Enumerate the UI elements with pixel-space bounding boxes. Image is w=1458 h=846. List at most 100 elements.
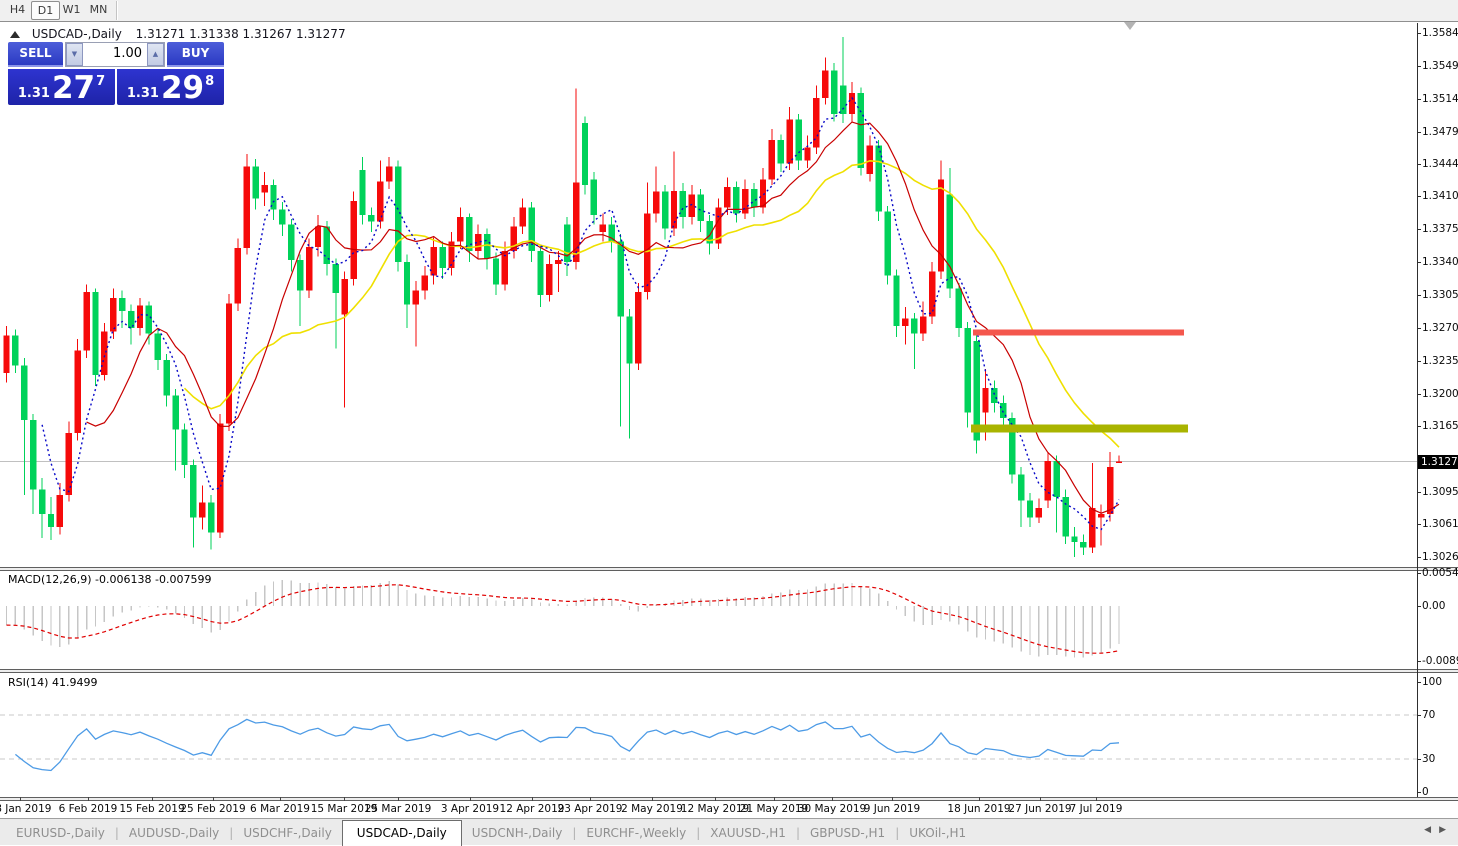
- volume-spinner: ▼ 1.00 ▲: [65, 42, 165, 67]
- price-tick-label-tick: [1417, 394, 1421, 395]
- chart-tab-usdcnh-daily[interactable]: USDCNH-,Daily: [471, 825, 563, 840]
- sell-price-display[interactable]: 1.31 27 7: [8, 69, 115, 105]
- chart-tab-gbpusd-h1[interactable]: GBPUSD-,H1: [809, 825, 886, 840]
- chart-tab-xauusd-h1[interactable]: XAUUSD-,H1: [710, 825, 786, 840]
- rsi-tick-label-tick: [1417, 759, 1421, 760]
- date-tick: [715, 797, 716, 801]
- date-tick-label: 12 May 2019: [680, 803, 750, 815]
- price-tick-label-tick: [1417, 33, 1421, 34]
- one-click-trading-panel: SELL ▼ 1.00 ▲ BUY 1.31 27 7 1.31 29 8: [8, 42, 224, 105]
- buy-price-point: 8: [205, 74, 215, 89]
- timeframe-button-w1[interactable]: W1: [62, 3, 81, 16]
- price-tick-label-tick: [1417, 524, 1421, 525]
- date-tick-label: 6 Feb 2019: [58, 803, 118, 815]
- buy-price-base: 1.31: [126, 86, 159, 101]
- buy-price-pips: 29: [160, 70, 205, 106]
- chart-tab-usdchf-daily[interactable]: USDCHF-,Daily: [243, 825, 332, 840]
- date-tick-label: 6 Mar 2019: [250, 803, 310, 815]
- main-price-chart[interactable]: [0, 23, 1418, 567]
- date-tick: [590, 797, 591, 801]
- tab-separator: |: [114, 825, 119, 840]
- sell-price-point: 7: [96, 74, 106, 89]
- date-tick-label: 21 May 2019: [739, 803, 809, 815]
- chart-title: USDCAD-,Daily 1.31271 1.31338 1.31267 1.…: [10, 27, 346, 41]
- rsi-panel-chart[interactable]: [0, 673, 1418, 797]
- rsi-splitter[interactable]: [0, 669, 1458, 673]
- price-tick-label: 1.34440: [1422, 158, 1458, 170]
- buy-button[interactable]: BUY: [167, 42, 224, 67]
- collapse-triangle-icon[interactable]: [10, 31, 20, 38]
- date-tick: [344, 797, 345, 801]
- macd-tick-label-tick: [1417, 606, 1421, 607]
- timeframe-button-mn[interactable]: MN: [89, 3, 108, 16]
- price-tick-label-tick: [1417, 557, 1421, 558]
- axis-splitter: [0, 797, 1458, 801]
- macd-panel-chart[interactable]: [0, 571, 1418, 669]
- date-tick: [532, 797, 533, 801]
- timeframe-button-h4[interactable]: H4: [9, 3, 26, 16]
- date-tick: [213, 797, 214, 801]
- date-tick: [1096, 797, 1097, 801]
- macd-tick-label: 0.005484: [1422, 567, 1458, 579]
- date-tick: [88, 797, 89, 801]
- sell-button[interactable]: SELL: [8, 42, 63, 67]
- date-tick: [832, 797, 833, 801]
- price-tick-label: 1.30950: [1422, 486, 1458, 498]
- buy-price-display[interactable]: 1.31 29 8: [117, 69, 224, 105]
- timeframe-button-d1[interactable]: D1: [31, 1, 60, 20]
- date-tick: [892, 797, 893, 801]
- ohlc-values: 1.31271 1.31338 1.31267 1.31277: [135, 27, 346, 41]
- price-tick-label-tick: [1417, 132, 1421, 133]
- macd-tick-label-tick: [1417, 661, 1421, 662]
- chart-tab-ukoil-h1[interactable]: UKOil-,H1: [909, 825, 967, 840]
- date-tick-label: 7 Jul 2019: [1069, 803, 1123, 815]
- price-tick-label: 1.32000: [1422, 388, 1458, 400]
- price-tick-label: 1.32700: [1422, 322, 1458, 334]
- date-tick: [979, 797, 980, 801]
- price-tick-label-tick: [1417, 492, 1421, 493]
- volume-decrease-button[interactable]: ▼: [66, 43, 83, 66]
- volume-field[interactable]: 1.00: [83, 43, 147, 66]
- macd-splitter[interactable]: [0, 567, 1458, 571]
- price-tick-label-tick: [1417, 426, 1421, 427]
- price-tick-label: 1.35840: [1422, 27, 1458, 39]
- date-tick: [774, 797, 775, 801]
- price-tick-label: 1.31650: [1422, 420, 1458, 432]
- rsi-tick-label: 100: [1422, 676, 1443, 688]
- macd-label: MACD(12,26,9) -0.006138 -0.007599: [8, 573, 212, 586]
- date-tick-label: 27 Jun 2019: [1008, 803, 1072, 815]
- price-tick-label: 1.33400: [1422, 256, 1458, 268]
- macd-tick-label: 0.00: [1422, 600, 1446, 612]
- chart-tab-audusd-daily[interactable]: AUDUSD-,Daily: [128, 825, 220, 840]
- rsi-tick-label-tick: [1417, 682, 1421, 683]
- chart-tab-eurchf-weekly[interactable]: EURCHF-,Weekly: [586, 825, 687, 840]
- tab-separator: |: [229, 825, 234, 840]
- price-tick-label-tick: [1417, 164, 1421, 165]
- price-tick-label: 1.33750: [1422, 223, 1458, 235]
- date-tick: [280, 797, 281, 801]
- chart-shift-marker-icon[interactable]: [1124, 22, 1136, 30]
- chart-tab-eurusd-daily[interactable]: EURUSD-,Daily: [16, 825, 105, 840]
- price-tick-label: 1.35140: [1422, 93, 1458, 105]
- date-tick-label: 3 Apr 2019: [440, 803, 500, 815]
- timeframe-toolbar: H4 D1 W1 MN: [0, 0, 1458, 22]
- date-tick: [398, 797, 399, 801]
- symbol-label: USDCAD-,Daily: [31, 27, 122, 41]
- chart-tab-usdcad-daily[interactable]: USDCAD-,Daily: [341, 820, 462, 846]
- volume-increase-button[interactable]: ▲: [147, 43, 164, 66]
- price-tick-label: 1.32350: [1422, 355, 1458, 367]
- date-tick-label: 2 May 2019: [621, 803, 683, 815]
- date-tick-label: 18 Jun 2019: [947, 803, 1011, 815]
- date-tick-label: 25 Mar 2019: [364, 803, 432, 815]
- price-tick-label-tick: [1417, 262, 1421, 263]
- price-tick-label: 1.34100: [1422, 190, 1458, 202]
- price-tick-label: 1.33050: [1422, 289, 1458, 301]
- chart-tabs: EURUSD-,Daily | AUDUSD-,Daily | USDCHF-,Dail…: [6, 819, 976, 846]
- tab-scroll-arrows[interactable]: ◀▶: [1424, 825, 1454, 835]
- price-tick-label-tick: [1417, 66, 1421, 67]
- price-tick-label: 1.30610: [1422, 518, 1458, 530]
- tab-separator: |: [795, 825, 800, 840]
- sell-price-pips: 27: [51, 70, 96, 106]
